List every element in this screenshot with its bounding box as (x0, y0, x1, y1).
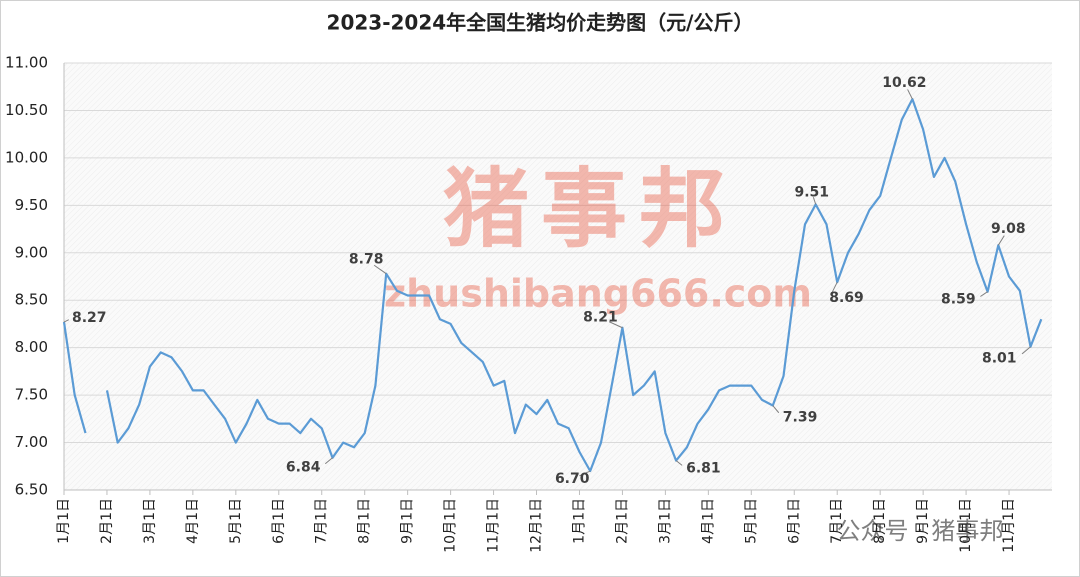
annotation-leader (675, 460, 683, 466)
annotation-leader (63, 319, 70, 323)
annotation-leader (907, 89, 913, 100)
x-tick-label: 4月1日 (185, 498, 201, 544)
data-label: 6.84 (286, 460, 321, 476)
annotation-leader (997, 235, 1005, 246)
x-tick-label: 6月1日 (271, 498, 287, 544)
data-label: 8.27 (72, 310, 107, 326)
x-tick-label: 2月1日 (614, 498, 630, 544)
watermark: 猪事邦 (443, 159, 737, 259)
x-tick-label: 12月1日 (529, 498, 545, 553)
x-tick-label: 3月1日 (657, 498, 673, 544)
data-label: 10.62 (882, 75, 926, 91)
data-label: 9.08 (991, 221, 1026, 237)
x-tick-label: 5月1日 (743, 498, 759, 544)
x-tick-label: 1月1日 (56, 498, 72, 544)
x-tick-label: 8月1日 (357, 498, 373, 544)
x-tick-label: 8月1日 (872, 498, 888, 544)
annotation-leader (324, 457, 333, 465)
x-tick-label: 1月1日 (571, 498, 587, 544)
x-tick-label: 9月1日 (400, 498, 416, 544)
x-tick-label: 3月1日 (142, 498, 158, 544)
annotation-leader (609, 321, 623, 329)
chart-title: 2023-2024年全国生猪均价走势图（元/公斤） (327, 11, 754, 35)
x-tick-label: 10月1日 (443, 498, 459, 553)
y-tick-label: 10.50 (5, 101, 48, 119)
x-tick-label: 11月1日 (1001, 498, 1017, 553)
annotation-leader (1021, 346, 1031, 355)
data-label: 7.39 (783, 410, 818, 426)
annotation-leader (980, 291, 988, 297)
plot-area (64, 63, 1052, 490)
annotation-leader (831, 281, 838, 293)
x-tick-label: 5月1日 (228, 498, 244, 544)
data-label: 8.01 (982, 351, 1017, 367)
x-tick-label: 7月1日 (314, 498, 330, 544)
data-label: 8.78 (349, 252, 384, 268)
data-label: 6.81 (686, 461, 721, 477)
y-tick-label: 7.50 (15, 386, 48, 404)
line-series (62, 321, 87, 434)
x-tick-label: 9月1日 (915, 498, 931, 544)
data-label: 8.21 (583, 310, 618, 326)
x-tick-label: 11月1日 (486, 498, 502, 553)
annotation-leader (373, 264, 387, 275)
y-tick-label: 9.50 (15, 196, 48, 214)
watermark-url: zhushibang666.com (384, 272, 812, 316)
y-tick-label: 8.00 (15, 338, 48, 356)
data-label: 8.69 (829, 290, 864, 306)
data-label: 6.70 (555, 471, 590, 487)
annotation-leader (772, 405, 780, 414)
line-series (105, 98, 1043, 473)
data-label: 8.59 (941, 292, 976, 308)
annotation-leader (812, 197, 817, 205)
y-tick-label: 11.00 (5, 54, 48, 72)
y-tick-label: 10.00 (5, 148, 48, 166)
x-tick-label: 6月1日 (786, 498, 802, 544)
annotation-leader (579, 470, 591, 477)
y-tick-label: 6.50 (15, 481, 48, 499)
x-tick-label: 2月1日 (99, 498, 115, 544)
y-tick-label: 8.50 (15, 291, 48, 309)
x-tick-label: 4月1日 (700, 498, 716, 544)
y-tick-label: 9.00 (15, 243, 48, 261)
x-tick-label: 10月1日 (958, 498, 974, 553)
watermark-account: 公众号 · 猪事邦 (837, 517, 1004, 545)
x-tick-label: 7月1日 (829, 498, 845, 544)
y-tick-label: 7.00 (15, 433, 48, 451)
data-label: 9.51 (794, 184, 829, 200)
